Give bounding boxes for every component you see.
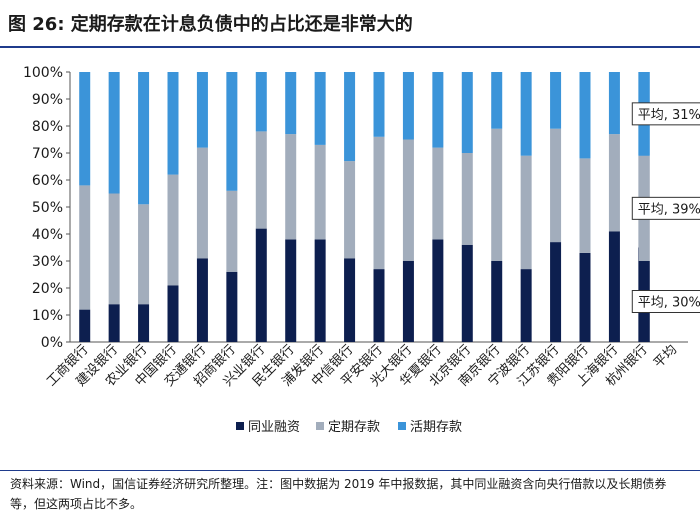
bar-segment: [550, 242, 562, 342]
bar-segment: [138, 204, 150, 305]
legend-swatch: [316, 422, 324, 430]
source-note: 资料来源：Wind，国信证券经济研究所整理。注：图中数据为 2019 年中报数据…: [10, 477, 667, 511]
legend-label: 定期存款: [328, 420, 380, 435]
bar-segment: [108, 193, 120, 305]
bar-segment: [344, 161, 356, 259]
bar-segment: [520, 269, 532, 342]
bar-segment: [402, 72, 414, 140]
legend-label: 同业融资: [248, 420, 300, 435]
y-tick-label: 20%: [32, 281, 63, 297]
y-tick-label: 70%: [32, 146, 63, 162]
bar-segment: [226, 190, 238, 272]
bar-segment: [491, 128, 503, 261]
bar-segment: [226, 271, 238, 342]
bar-segment: [285, 72, 297, 135]
annotation-label: 平均, 30%: [638, 296, 700, 311]
bar-segment: [79, 309, 91, 342]
bar-segment: [402, 261, 414, 342]
bar-segment: [108, 304, 120, 342]
bar-segment: [285, 239, 297, 342]
bar-segment: [520, 72, 532, 156]
bar-segment: [373, 136, 385, 270]
bar-segment: [255, 72, 267, 132]
y-tick-label: 10%: [32, 308, 63, 324]
y-tick-label: 30%: [32, 254, 63, 270]
bar-segment: [226, 72, 238, 191]
stacked-bar-chart: 0%10%20%30%40%50%60%70%80%90%100%工商银行建设银…: [23, 65, 700, 435]
y-tick-label: 80%: [32, 119, 63, 135]
legend-swatch: [398, 422, 406, 430]
bar-segment: [373, 269, 385, 342]
bar-segment: [432, 147, 444, 240]
bar-segment: [285, 134, 297, 240]
bar-segment: [314, 144, 326, 240]
bar-segment: [461, 72, 473, 153]
bar-segment: [255, 228, 267, 342]
bar-segment: [196, 147, 208, 259]
bar-segment: [373, 72, 385, 137]
legend-swatch: [236, 422, 244, 430]
bar-segment: [344, 72, 356, 162]
bar-segment: [167, 174, 179, 286]
title-bar: 图 26: 定期存款在计息负债中的占比还是非常大的: [0, 0, 700, 48]
y-tick-label: 60%: [32, 173, 63, 189]
bar-segment: [432, 239, 444, 342]
bar-segment: [608, 231, 620, 342]
bar-segment: [520, 155, 532, 270]
bar-segment: [491, 261, 503, 342]
bar-segment: [196, 258, 208, 342]
bar-segment: [608, 72, 620, 135]
bar-segment: [579, 252, 591, 342]
y-tick-label: 0%: [41, 335, 63, 351]
annotation-label: 平均, 39%: [638, 202, 700, 217]
title-divider: [0, 46, 700, 48]
bar-segment: [138, 304, 150, 342]
bar-segment: [461, 244, 473, 342]
bar-segment: [196, 72, 208, 148]
bar-segment: [461, 153, 473, 245]
bar-segment: [579, 158, 591, 253]
bar-segment: [138, 72, 150, 205]
y-tick-label: 50%: [32, 200, 63, 216]
bar-segment: [344, 258, 356, 342]
bar-segment: [108, 72, 120, 194]
annotation-label: 平均, 31%: [638, 108, 700, 123]
annotation-box: [631, 102, 700, 126]
source-divider: [0, 470, 700, 471]
bar-segment: [432, 72, 444, 148]
bar-segment: [255, 131, 267, 229]
bar-segment: [314, 72, 326, 145]
bar-segment: [402, 139, 414, 261]
bar-segment: [314, 239, 326, 342]
annotation-box: [631, 196, 700, 220]
bar-segment: [550, 72, 562, 129]
y-tick-label: 40%: [32, 227, 63, 243]
y-tick-label: 90%: [32, 92, 63, 108]
legend-label: 活期存款: [410, 420, 462, 435]
x-tick-label: 平均: [651, 342, 680, 371]
chart-title: 图 26: 定期存款在计息负债中的占比还是非常大的: [8, 14, 413, 35]
bar-segment: [79, 185, 91, 310]
bar-segment: [550, 128, 562, 243]
annotation-box: [631, 290, 700, 313]
bar-segment: [167, 285, 179, 342]
bar-segment: [608, 134, 620, 232]
bar-segment: [167, 72, 179, 175]
y-tick-label: 100%: [23, 65, 63, 81]
bar-segment: [79, 72, 91, 186]
bar-segment: [579, 72, 591, 159]
bar-segment: [491, 72, 503, 129]
